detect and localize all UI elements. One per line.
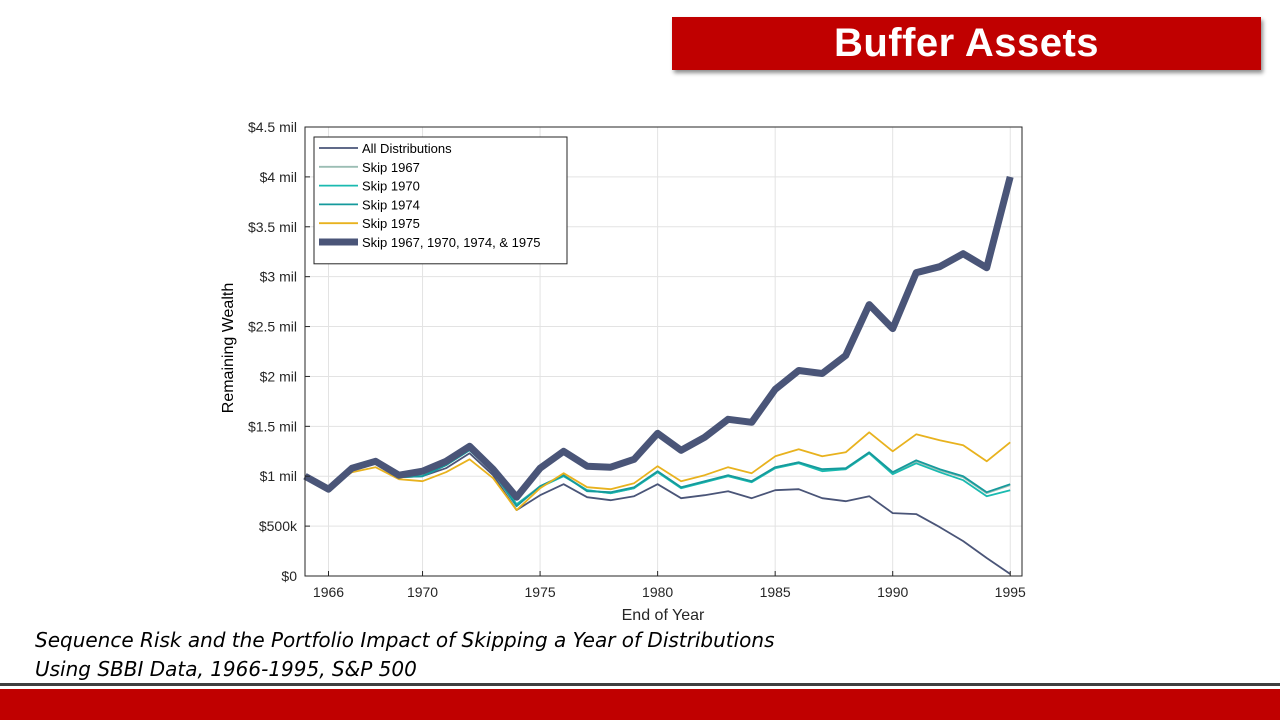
y-tick-label: $3 mil: [260, 269, 297, 285]
y-tick-label: $1.5 mil: [248, 418, 297, 434]
y-tick-label: $2 mil: [260, 368, 297, 384]
y-tick-label: $1 mil: [260, 468, 297, 484]
legend-entry: Skip 1970: [362, 179, 420, 194]
x-tick-label: 1970: [407, 584, 438, 600]
caption-line-2: Using SBBI Data, 1966-1995, S&P 500: [35, 657, 417, 681]
y-tick-label: $0: [281, 568, 297, 584]
x-tick-label: 1990: [877, 584, 908, 600]
x-tick-label: 1985: [760, 584, 791, 600]
x-axis-label: End of Year: [622, 607, 705, 624]
series-line-6: [303, 176, 1014, 501]
series-line-5: [304, 431, 1011, 512]
x-tick-label: 1966: [313, 584, 344, 600]
y-tick-label: $2.5 mil: [248, 319, 297, 335]
legend-entry: Skip 1975: [362, 216, 420, 231]
y-tick-label: $4.5 mil: [248, 119, 297, 135]
y-axis-label: Remaining Wealth: [220, 283, 237, 413]
legend-entry: Skip 1967, 1970, 1974, & 1975: [362, 235, 541, 250]
title-banner: Buffer Assets: [672, 17, 1261, 70]
legend-entry: All Distributions: [362, 141, 452, 156]
slide-title: Buffer Assets: [833, 21, 1100, 65]
legend-entry: Skip 1974: [362, 197, 420, 212]
footer-divider: [0, 683, 1280, 686]
x-tick-label: 1980: [642, 584, 673, 600]
caption-line-1: Sequence Risk and the Portfolio Impact o…: [35, 628, 775, 652]
legend: All Distributions Skip 1967 Skip 1970 Skip …: [313, 136, 568, 265]
footer-bar: [0, 689, 1280, 720]
x-tick-label: 1995: [995, 584, 1026, 600]
y-tick-label: $500k: [259, 518, 298, 534]
legend-entry: Skip 1967: [362, 160, 420, 175]
y-tick-label: $3.5 mil: [248, 219, 297, 235]
x-tick-label: 1975: [525, 584, 556, 600]
axis-ticks: $0 $500k $1 mil $1.5 mil $2 mil $2.5 mil $3 mi…: [248, 119, 1026, 600]
line-chart: $0 $500k $1 mil $1.5 mil $2 mil $2.5 mil $3 mi…: [220, 119, 1026, 624]
series-lines: [303, 176, 1014, 575]
series-line-4: [304, 449, 1011, 508]
y-tick-label: $4 mil: [260, 169, 297, 185]
plot-border: [304, 126, 1023, 577]
